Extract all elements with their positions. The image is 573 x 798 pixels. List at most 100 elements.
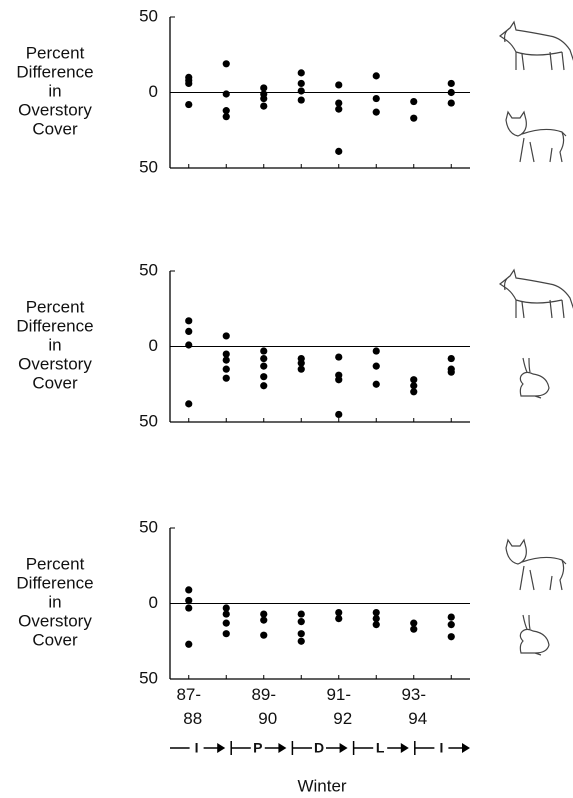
data-point <box>260 102 268 110</box>
data-point <box>335 615 343 623</box>
data-point <box>185 596 193 605</box>
data-point <box>372 615 380 623</box>
data-point <box>410 382 418 390</box>
data-point <box>335 410 343 419</box>
data-point <box>335 99 343 107</box>
data-point <box>185 317 193 325</box>
data-point <box>410 114 418 122</box>
y-tick-label: 0 <box>149 82 158 101</box>
data-point <box>447 613 455 621</box>
data-point <box>447 79 455 88</box>
data-point <box>372 108 380 116</box>
data-point <box>335 105 343 113</box>
phase-arrow <box>339 743 348 753</box>
data-point <box>297 79 305 88</box>
data-point <box>335 81 343 89</box>
data-point <box>222 332 230 340</box>
data-point <box>372 608 380 617</box>
data-point <box>260 94 268 103</box>
wolf-icon <box>499 269 573 319</box>
x-axis-label: Winter <box>297 776 346 795</box>
y-tick-label: 0 <box>149 336 158 355</box>
data-point <box>372 94 380 103</box>
data-point <box>185 341 193 349</box>
lynx-icon <box>505 539 567 591</box>
data-point <box>222 365 230 373</box>
data-point <box>335 376 343 384</box>
data-point <box>410 619 418 627</box>
data-point <box>222 604 230 612</box>
y-axis-label: Percent Difference in Overstory Cover <box>16 555 93 650</box>
data-point <box>222 90 230 98</box>
data-point <box>447 633 455 641</box>
data-point <box>447 354 455 363</box>
hare-icon <box>519 357 550 399</box>
data-point <box>297 69 305 77</box>
data-point <box>297 87 305 95</box>
data-point <box>410 625 418 633</box>
data-point <box>372 380 380 388</box>
data-point <box>372 362 380 370</box>
data-point <box>297 96 305 104</box>
x-tick-label: 89-90 <box>251 685 277 728</box>
data-point <box>447 88 455 97</box>
phase-arrow <box>400 743 409 753</box>
data-point <box>335 353 343 361</box>
data-point <box>222 356 230 364</box>
data-point <box>260 616 268 624</box>
phase-label: P <box>253 740 262 756</box>
data-point <box>260 354 268 363</box>
data-point <box>447 368 455 376</box>
data-point <box>372 621 380 629</box>
data-point <box>185 79 193 88</box>
data-point <box>260 631 268 639</box>
data-point <box>335 147 343 155</box>
y-tick-label: 50 <box>139 411 158 430</box>
y-tick-label: 50 <box>139 6 158 25</box>
data-point <box>222 619 230 627</box>
y-tick-label: 50 <box>139 260 158 279</box>
y-tick-label: 50 <box>139 157 158 176</box>
wolf-icon <box>499 21 573 71</box>
data-point <box>410 97 418 106</box>
data-point <box>222 374 230 382</box>
data-point <box>297 630 305 638</box>
data-point <box>297 618 305 626</box>
data-point <box>222 610 230 618</box>
data-point <box>297 637 305 645</box>
data-point <box>222 350 230 358</box>
data-point <box>185 640 193 648</box>
y-axis-label: Percent Difference in Overstory Cover <box>16 44 93 139</box>
lynx-icon <box>505 111 567 163</box>
data-point <box>260 84 268 92</box>
data-point <box>297 610 305 618</box>
data-point <box>372 347 380 355</box>
phase-label: L <box>376 740 385 756</box>
data-point <box>260 382 268 390</box>
phase-arrow <box>278 743 287 753</box>
x-tick-label: 87-88 <box>176 685 202 728</box>
phase-label: I <box>439 740 443 756</box>
data-point <box>222 60 230 68</box>
x-tick-label: 93-94 <box>401 685 427 728</box>
data-point <box>185 327 193 335</box>
data-point <box>447 99 455 107</box>
data-point <box>222 630 230 638</box>
data-point <box>410 376 418 384</box>
phase-arrow <box>217 743 226 753</box>
data-point <box>372 72 380 80</box>
phase-arrow <box>462 743 470 753</box>
data-point <box>185 586 193 594</box>
data-point <box>297 359 305 367</box>
data-point <box>447 621 455 629</box>
phase-label: D <box>314 740 324 756</box>
data-point <box>260 610 268 618</box>
phase-label: I <box>195 740 199 756</box>
y-axis-label: Percent Difference in Overstory Cover <box>16 298 93 393</box>
data-point <box>260 347 268 355</box>
data-point <box>297 365 305 373</box>
data-point <box>185 100 193 109</box>
data-point <box>222 113 230 121</box>
x-tick-label: 91-92 <box>326 685 352 728</box>
